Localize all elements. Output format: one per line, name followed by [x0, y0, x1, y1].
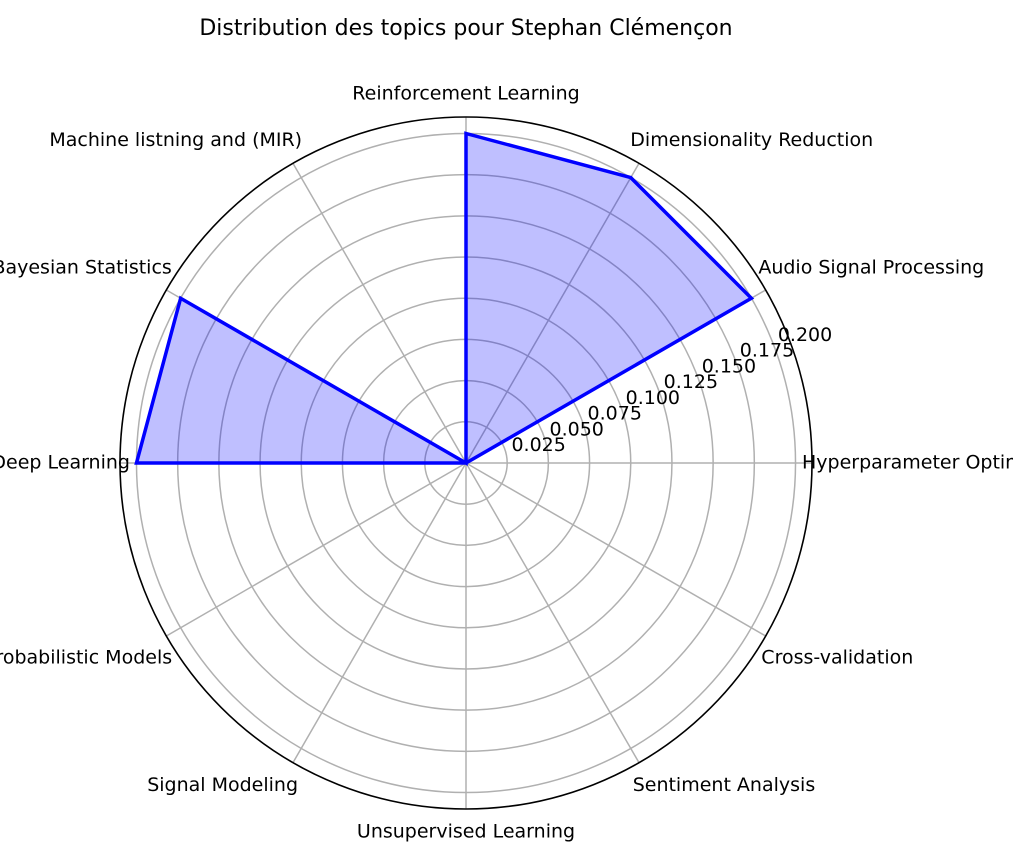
- category-label-3: Dimensionality Reduction: [630, 129, 873, 151]
- category-label-2: Audio Signal Processing: [758, 257, 984, 279]
- category-label-5: Machine listning and (MIR): [49, 129, 302, 151]
- category-label-7: Deep Learning: [0, 452, 130, 474]
- grid-spoke-9: [292, 462, 467, 764]
- category-label-10: Unsupervised Learning: [357, 821, 575, 843]
- series-area: [136, 133, 752, 464]
- radial-tick-label-4: 0.100: [626, 387, 680, 409]
- category-label-8: Probabilistic Models: [0, 647, 172, 669]
- grid-spoke-8: [165, 462, 467, 637]
- category-label-4: Reinforcement Learning: [352, 83, 579, 105]
- category-labels: Hyperparameter Optimization Audio Signal …: [0, 83, 1013, 843]
- radial-tick-label-5: 0.125: [664, 371, 718, 393]
- category-label-12: Cross-validation: [761, 647, 913, 669]
- radial-tick-label-7: 0.175: [740, 340, 794, 362]
- outer-frame: [119, 116, 813, 810]
- grid-spoke-3: [465, 162, 640, 464]
- grid-spoke-5: [292, 162, 467, 464]
- category-label-1: Hyperparameter Optimization: [802, 452, 1013, 474]
- radial-tick-label-3: 0.075: [588, 403, 642, 425]
- category-label-9: Signal Modeling: [147, 774, 298, 796]
- radial-tick-label-8: 0.200: [778, 324, 832, 346]
- chart-title: Distribution des topics pour Stephan Clé…: [199, 16, 732, 41]
- grid-spoke-12: [465, 462, 767, 637]
- series-line: [134, 131, 755, 467]
- radial-tick-label-2: 0.050: [550, 418, 604, 440]
- grid-spoke-11: [465, 462, 640, 764]
- category-label-11: Sentiment Analysis: [633, 774, 816, 796]
- radial-tick-label-1: 0.025: [511, 434, 565, 456]
- category-label-6: Bayesian Statistics: [0, 257, 172, 279]
- radial-tick-label-6: 0.150: [702, 355, 756, 377]
- series-layer: [134, 131, 755, 467]
